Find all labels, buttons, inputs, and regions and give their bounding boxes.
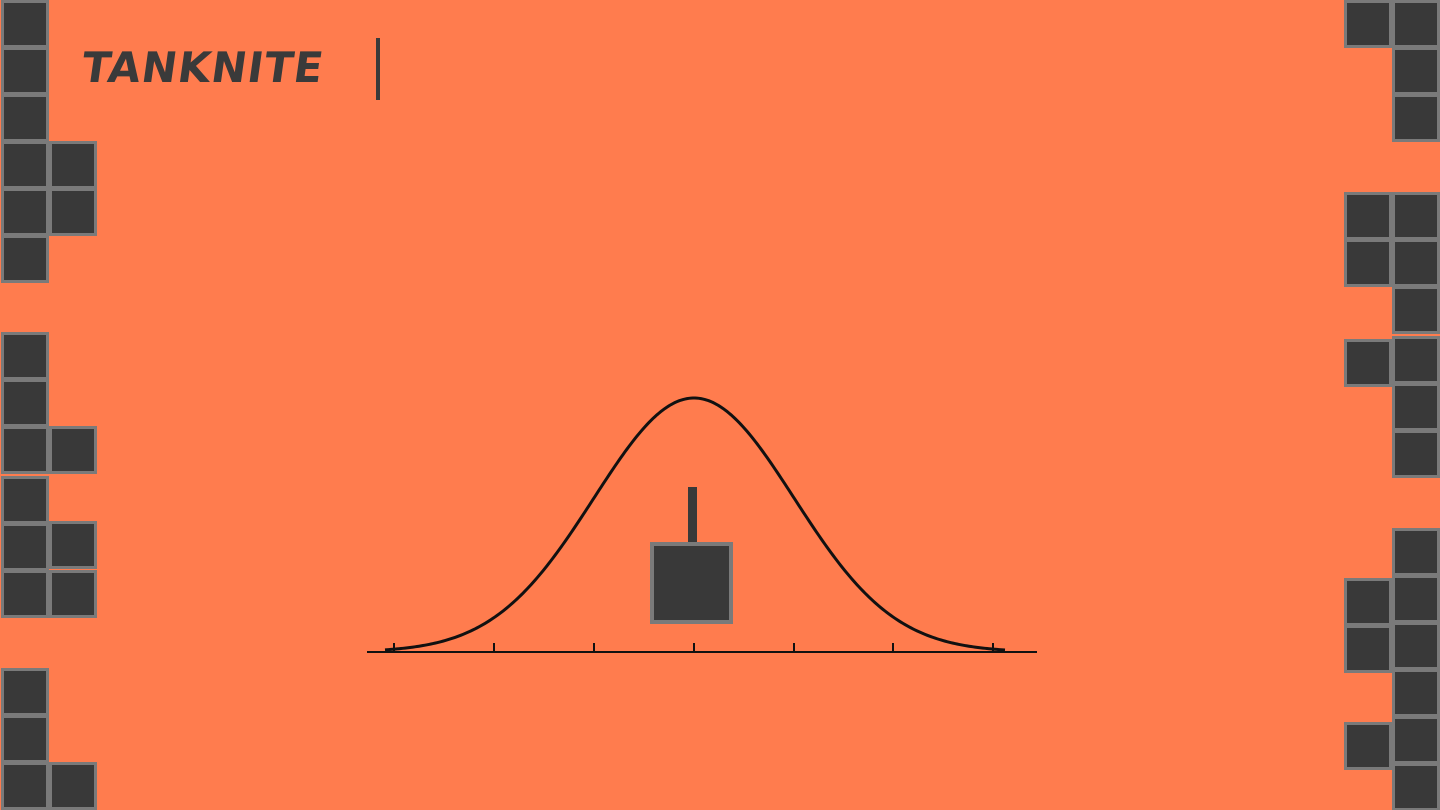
wall-block: [1, 141, 49, 189]
wall-block: [1, 426, 49, 474]
wall-block: [1, 235, 49, 283]
wall-block: [1392, 239, 1440, 287]
wall-block: [1, 476, 49, 524]
bell-curve: [384, 396, 1006, 652]
wall-block: [1392, 0, 1440, 48]
wall-block: [1392, 383, 1440, 431]
wall-block: [1344, 239, 1392, 287]
wall-block: [1, 0, 49, 48]
wall-block: [1392, 575, 1440, 623]
logo-divider: [376, 38, 380, 100]
wall-block: [1344, 722, 1392, 770]
tank-barrel: [688, 487, 697, 545]
wall-block: [1, 762, 49, 810]
tank-body: [650, 542, 733, 624]
wall-block: [1392, 669, 1440, 717]
wall-block: [1344, 625, 1392, 673]
wall-block: [1392, 94, 1440, 142]
wall-block: [49, 188, 97, 236]
wall-block: [49, 426, 97, 474]
wall-block: [1344, 578, 1392, 626]
wall-block: [49, 141, 97, 189]
wall-block: [49, 570, 97, 618]
game-logo: TANKNITE: [79, 38, 380, 100]
wall-block: [1392, 336, 1440, 384]
wall-block: [1, 668, 49, 716]
wall-block: [1392, 716, 1440, 764]
wall-block: [1, 332, 49, 380]
wall-block: [1392, 47, 1440, 95]
wall-block: [1, 523, 49, 571]
wall-block: [1392, 622, 1440, 670]
wall-block: [1392, 528, 1440, 576]
wall-block: [1392, 430, 1440, 478]
wall-block: [49, 762, 97, 810]
wall-block: [1, 94, 49, 142]
wall-block: [1392, 192, 1440, 240]
wall-block: [1, 47, 49, 95]
wall-block: [1, 379, 49, 427]
wall-block: [1, 715, 49, 763]
wall-block: [1, 188, 49, 236]
wall-block: [1, 570, 49, 618]
wall-block: [1344, 0, 1392, 48]
tank-icon[interactable]: [650, 487, 733, 624]
wall-block: [1344, 339, 1392, 387]
axis-ticks: [393, 643, 994, 652]
wall-block: [49, 521, 97, 569]
wall-block: [1392, 763, 1440, 810]
wall-block: [1392, 286, 1440, 334]
wall-block: [1344, 192, 1392, 240]
